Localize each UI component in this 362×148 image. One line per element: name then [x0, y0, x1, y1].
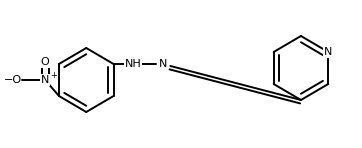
Text: N: N	[324, 47, 332, 57]
Text: N: N	[159, 59, 167, 69]
Text: −O: −O	[3, 75, 22, 85]
Text: N: N	[41, 75, 49, 85]
Text: +: +	[51, 70, 58, 79]
Text: O: O	[41, 57, 50, 67]
Text: NH: NH	[125, 59, 142, 69]
